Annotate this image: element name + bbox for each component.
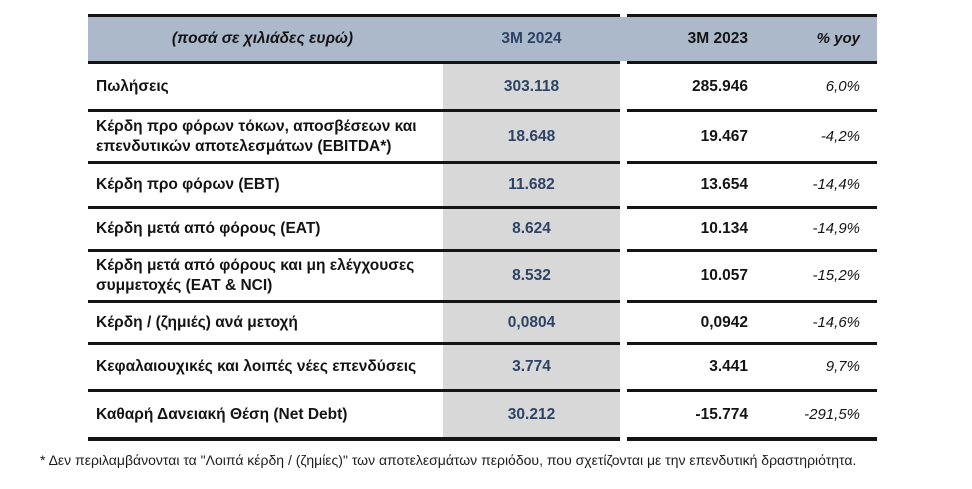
row-label: Κέρδη προ φόρων (EBT)	[88, 164, 443, 209]
value-3m2024: 18.648	[443, 112, 620, 164]
value-3m2023: 285.946	[627, 64, 750, 112]
value-yoy: 6,0%	[750, 64, 877, 112]
financial-results-table: (ποσά σε χιλιάδες ευρώ) 3M 2024 3M 2023 …	[88, 14, 877, 441]
value-3m2023: 10.134	[627, 209, 750, 252]
row-label: Κέρδη μετά από φόρους (EAT)	[88, 209, 443, 252]
table-header-units: (ποσά σε χιλιάδες ευρώ)	[88, 14, 443, 64]
column-spacer	[620, 252, 627, 303]
footnote: * Δεν περιλαμβάνονται τα "Λοιπά κέρδη / …	[40, 452, 857, 468]
value-3m2024: 0,0804	[443, 303, 620, 345]
column-spacer	[620, 392, 627, 441]
value-yoy: -14,4%	[750, 164, 877, 209]
value-3m2024: 30.212	[443, 392, 620, 441]
value-3m2023: 19.467	[627, 112, 750, 164]
value-3m2024: 8.624	[443, 209, 620, 252]
value-3m2024: 3.774	[443, 345, 620, 392]
row-label: Κέρδη / (ζημιές) ανά μετοχή	[88, 303, 443, 345]
value-3m2024: 11.682	[443, 164, 620, 209]
row-label: Πωλήσεις	[88, 64, 443, 112]
value-3m2023: 0,0942	[627, 303, 750, 345]
value-yoy: -291,5%	[750, 392, 877, 441]
table-header-yoy: % yoy	[750, 14, 877, 64]
row-label: Κέρδη προ φόρων τόκων, αποσβέσεων και επ…	[88, 112, 443, 164]
row-label: Κεφαλαιουχικές και λοιπές νέες επενδύσει…	[88, 345, 443, 392]
value-3m2023: 3.441	[627, 345, 750, 392]
value-yoy: -14,9%	[750, 209, 877, 252]
column-spacer	[620, 164, 627, 209]
column-spacer	[620, 112, 627, 164]
table-header-3m2024: 3M 2024	[443, 14, 620, 64]
value-3m2024: 303.118	[443, 64, 620, 112]
column-spacer	[620, 64, 627, 112]
value-3m2023: -15.774	[627, 392, 750, 441]
row-label: Καθαρή Δανειακή Θέση (Net Debt)	[88, 392, 443, 441]
column-spacer	[620, 345, 627, 392]
row-label: Κέρδη μετά από φόρους και μη ελέγχουσες …	[88, 252, 443, 303]
value-yoy: -4,2%	[750, 112, 877, 164]
value-yoy: -14,6%	[750, 303, 877, 345]
value-3m2023: 10.057	[627, 252, 750, 303]
value-yoy: 9,7%	[750, 345, 877, 392]
value-yoy: -15,2%	[750, 252, 877, 303]
column-spacer	[620, 303, 627, 345]
value-3m2024: 8.532	[443, 252, 620, 303]
column-spacer	[620, 14, 627, 64]
value-3m2023: 13.654	[627, 164, 750, 209]
column-spacer	[620, 209, 627, 252]
table-header-3m2023: 3M 2023	[627, 14, 750, 64]
